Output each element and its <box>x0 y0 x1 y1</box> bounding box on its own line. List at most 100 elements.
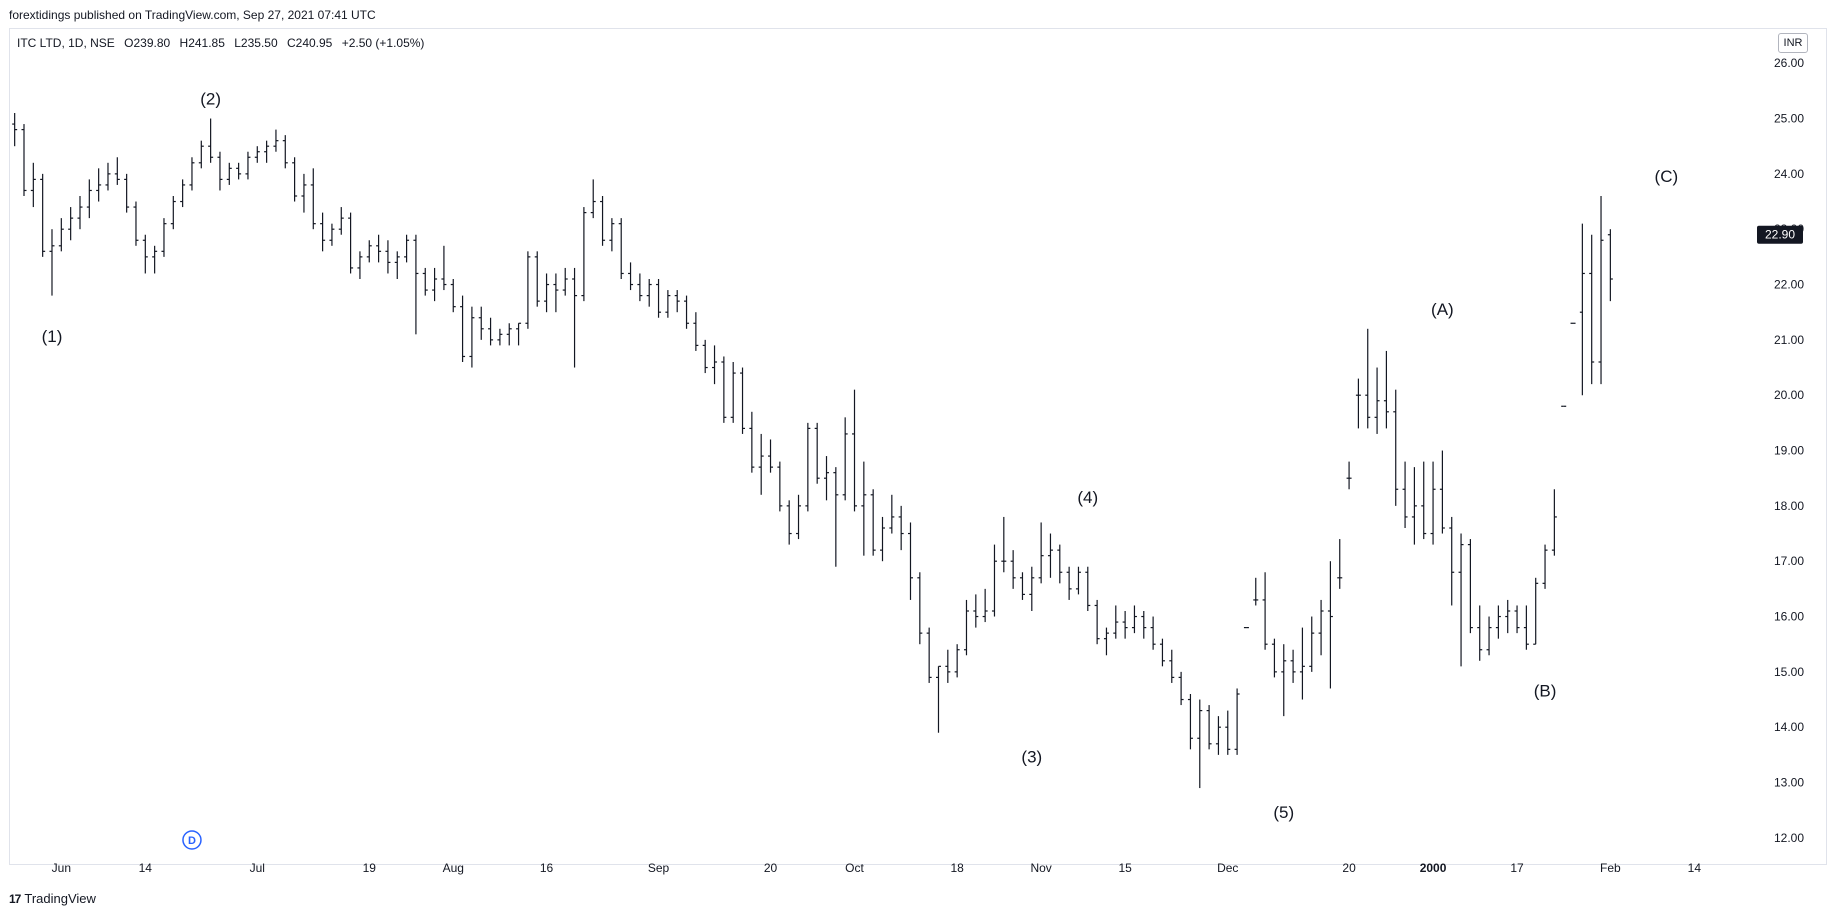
ohlc-bar <box>1467 539 1473 634</box>
ohlc-bar <box>590 179 596 219</box>
ohlc-bar <box>1365 328 1371 429</box>
last-price-marker: 22.90 <box>1757 225 1803 244</box>
ohlc-bar <box>385 240 391 274</box>
ohlc-bar <box>1421 461 1427 540</box>
ohlc-bar <box>712 345 718 385</box>
ohlc-bar <box>1047 533 1053 578</box>
ohlc-bar <box>1327 561 1333 689</box>
ohlc-bar <box>142 234 148 274</box>
ohlc-bar <box>1299 627 1305 700</box>
ohlc-bar <box>96 168 102 202</box>
wave-label: (C) <box>1655 167 1679 186</box>
ohlc-bar <box>637 273 643 302</box>
time-tick-label: 16 <box>540 861 554 875</box>
price-tick-label: 19.00 <box>1774 444 1804 458</box>
ohlc-bar <box>628 262 634 291</box>
ohlc-bar <box>180 179 186 208</box>
ohlc-bar <box>861 461 867 556</box>
ohlc-bar <box>1057 544 1063 584</box>
ohlc-bar <box>394 251 400 279</box>
time-tick-label: Oct <box>845 861 864 875</box>
ohlc-bar <box>348 212 354 274</box>
change-value: +2.50 (+1.05%) <box>341 36 425 50</box>
ohlc-bar <box>114 157 120 185</box>
ohlc-bar <box>1066 566 1072 600</box>
dividend-marker-circle <box>182 830 202 850</box>
ohlc-bar <box>1533 577 1539 645</box>
ohlc-bar <box>124 173 130 213</box>
ohlc-bar <box>1458 533 1464 667</box>
ohlc-bar <box>105 162 111 191</box>
ohlc-bar <box>1019 572 1025 600</box>
ohlc-bar <box>600 196 606 246</box>
symbol-name[interactable]: ITC LTD, 1D, NSE <box>17 36 115 50</box>
ohlc-bar <box>488 317 494 346</box>
ohlc-bar <box>1010 550 1016 589</box>
ohlc-bar <box>329 223 335 246</box>
ohlc-bar <box>581 207 587 302</box>
ohlc-bar <box>1085 566 1091 611</box>
ohlc-bar <box>292 157 298 202</box>
ohlc-bar <box>609 218 615 252</box>
price-tick-label: 14.00 <box>1774 720 1804 734</box>
time-tick-label: 2000 <box>1420 861 1447 875</box>
ohlc-bar <box>870 489 876 556</box>
ohlc-bar <box>1309 616 1315 672</box>
ohlc-bar <box>1103 627 1109 656</box>
ohlc-bar <box>945 649 951 683</box>
ohlc-bar <box>1607 229 1613 302</box>
time-tick-label: 14 <box>139 861 153 875</box>
ohlc-bar <box>133 201 139 246</box>
ohlc-bar <box>1113 605 1119 639</box>
ohlc-bar <box>991 544 997 617</box>
ohlc-bar <box>665 290 671 318</box>
time-tick-label: 18 <box>950 861 964 875</box>
ohlc-bar <box>1449 516 1455 606</box>
ohlc-bar <box>814 422 820 484</box>
tradingview-logo[interactable]: 17 TradingView <box>9 891 96 906</box>
ohlc-bar <box>1579 223 1585 396</box>
ohlc-bar <box>21 124 27 196</box>
ohlc-bar <box>1225 710 1231 755</box>
wave-label: (3) <box>1021 748 1042 767</box>
ohlc-bar <box>1430 461 1436 545</box>
ohlc-bar <box>777 461 783 512</box>
ohlc-bar <box>1514 605 1520 634</box>
ohlc-bar <box>516 322 522 346</box>
ohlc-bar <box>1122 611 1128 639</box>
ohlc-bar <box>805 422 811 512</box>
ohlc-bar <box>301 173 307 213</box>
ohlc-bar <box>1495 605 1501 639</box>
ohlc-bar <box>310 168 316 230</box>
ohlc-bar <box>1131 605 1137 634</box>
ohlc-bar <box>926 627 932 683</box>
time-tick-label: Sep <box>648 861 670 875</box>
ohlc-bar <box>469 306 475 368</box>
ohlc-bar <box>954 644 960 678</box>
ohlc-bar <box>366 240 372 263</box>
ohlc-bar <box>768 439 774 473</box>
ohlc-bar <box>786 500 792 545</box>
price-tick-label: 25.00 <box>1774 112 1804 126</box>
time-tick-label: Feb <box>1600 861 1621 875</box>
ohlc-bar <box>656 279 662 318</box>
currency-badge[interactable]: INR <box>1778 33 1808 53</box>
dividend-marker-icon[interactable]: D <box>182 830 202 850</box>
ohlc-bar <box>646 279 652 307</box>
ohlc-bar <box>702 339 708 374</box>
wave-label: (A) <box>1431 300 1454 319</box>
time-tick-label: 19 <box>363 861 377 875</box>
ohlc-bar <box>497 328 503 346</box>
symbol-info-bar[interactable]: ITC LTD, 1D, NSE O239.80 H241.85 L235.50… <box>17 36 430 50</box>
ohlc-bar <box>245 151 251 180</box>
ohlc-bar <box>684 295 690 329</box>
ohlc-bar <box>273 129 279 152</box>
ohlc-bars <box>12 113 1613 789</box>
ohlc-bar <box>1141 611 1147 639</box>
wave-label: (4) <box>1077 488 1098 507</box>
ohlc-bar <box>824 456 830 501</box>
price-tick-label: 15.00 <box>1774 665 1804 679</box>
ohlc-bar <box>12 113 18 147</box>
price-axis: 26.0025.0024.0023.0022.0021.0020.0019.00… <box>1774 56 1804 845</box>
